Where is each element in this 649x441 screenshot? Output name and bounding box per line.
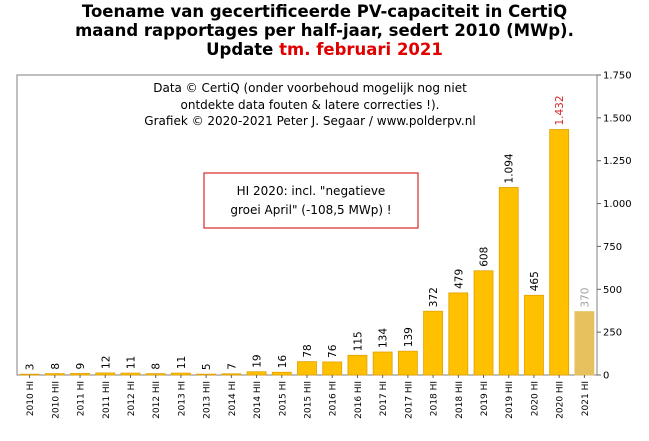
bar-value-label: 479 — [453, 269, 465, 289]
bar — [171, 372, 191, 376]
bar — [19, 373, 40, 376]
bar — [574, 311, 595, 376]
bar — [120, 372, 141, 376]
bar-value-label: 372 — [428, 287, 440, 307]
bar-value-label: 11 — [125, 356, 137, 369]
bar — [473, 270, 494, 376]
bar — [372, 351, 393, 376]
bar-value-label: 11 — [176, 356, 188, 369]
x-tick-label: 2010 HII — [51, 381, 61, 419]
x-tick-label: 2014 HII — [253, 381, 263, 419]
bar — [524, 294, 544, 376]
bar-value-label: 1.094 — [504, 153, 516, 183]
bar — [498, 187, 519, 376]
bar-value-label: 465 — [529, 271, 541, 291]
bar — [271, 371, 292, 376]
x-tick-label: 2015 HI — [278, 381, 288, 416]
bar-value-label: 370 — [579, 288, 591, 308]
bar — [70, 373, 90, 376]
x-tick-label: 2020 HII — [556, 381, 566, 419]
bar — [549, 129, 570, 376]
chart-title: Toename van gecertificeerde PV-capacitei… — [0, 2, 649, 59]
bar-value-label: 8 — [50, 363, 62, 370]
x-tick-label: 2015 HII — [304, 381, 314, 419]
bar-value-label: 139 — [403, 327, 415, 347]
bar-value-label: 115 — [352, 331, 364, 351]
note-line: HI 2020: incl. "negatieve — [237, 184, 386, 198]
bar — [322, 361, 343, 376]
x-tick-label: 2011 HII — [102, 381, 112, 419]
bar — [95, 372, 116, 376]
x-tick-label: 2016 HI — [329, 381, 339, 416]
bar — [423, 310, 443, 376]
bar-value-label: 78 — [302, 344, 314, 357]
bar-value-label: 1.432 — [554, 95, 566, 125]
x-tick-label: 2020 HI — [530, 381, 540, 416]
y-tick-label: 0 — [603, 371, 609, 382]
bar-value-label: 76 — [327, 344, 339, 358]
x-tick-label: 2021 HI — [581, 381, 591, 416]
x-tick-label: 2014 HI — [228, 381, 238, 416]
bar-value-label: 134 — [378, 328, 390, 348]
bar — [448, 292, 469, 376]
x-tick-label: 2011 HI — [77, 381, 87, 416]
title-update-period: tm. februari 2021 — [279, 40, 443, 59]
note-box — [203, 172, 419, 229]
x-tick-label: 2018 HI — [430, 381, 440, 416]
x-tick-label: 2012 HI — [127, 381, 137, 416]
bar — [44, 373, 65, 376]
x-tick-label: 2017 HI — [379, 381, 389, 416]
y-tick-label: 750 — [603, 242, 622, 253]
x-tick-label: 2019 HI — [480, 381, 490, 416]
bar — [347, 354, 368, 376]
bar — [246, 371, 267, 376]
title-line-3-prefix: Update — [206, 40, 280, 59]
y-tick-label: 250 — [603, 328, 622, 339]
bar-value-label: 7 — [226, 363, 238, 370]
y-tick-label: 1.750 — [603, 71, 632, 82]
x-tick-label: 2017 HII — [404, 381, 414, 419]
bar — [221, 373, 242, 376]
bar — [196, 373, 217, 376]
y-tick-label: 1.250 — [603, 156, 632, 167]
x-tick-label: 2010 HI — [26, 381, 36, 416]
credits-line: Grafiek © 2020-2021 Peter J. Segaar / ww… — [144, 114, 475, 128]
x-tick-label: 2013 HI — [177, 381, 187, 416]
x-tick-label: 2012 HII — [152, 381, 162, 419]
bar-value-label: 608 — [479, 247, 491, 267]
credits-line: Data © CertiQ (onder voorbehoud mogelijk… — [153, 81, 467, 95]
bar-value-label: 9 — [75, 363, 87, 370]
bar-value-label: 8 — [151, 363, 163, 370]
y-tick-label: 1.000 — [603, 199, 632, 210]
x-tick-label: 2019 HII — [505, 381, 515, 419]
bar-value-label: 3 — [25, 364, 37, 371]
bar — [397, 350, 418, 376]
bar-value-label: 16 — [277, 355, 289, 369]
bar — [297, 361, 317, 376]
bar — [145, 373, 166, 376]
title-line-1: Toename van gecertificeerde PV-capacitei… — [81, 2, 568, 21]
bar-value-label: 12 — [100, 356, 112, 369]
y-tick-label: 500 — [603, 285, 622, 296]
title-line-2: maand rapportages per half-jaar, sedert … — [75, 21, 574, 40]
y-tick-label: 1.500 — [603, 113, 632, 124]
bar-value-label: 5 — [201, 363, 213, 370]
bar-value-label: 19 — [252, 354, 264, 367]
x-tick-label: 2016 HII — [354, 381, 364, 419]
title-line-3: Update tm. februari 2021 — [0, 40, 649, 59]
credits-line: ontdekte data fouten & latere correcties… — [181, 98, 440, 112]
note-line: groei April" (-108,5 MWp) ! — [230, 203, 391, 217]
x-tick-label: 2013 HII — [203, 381, 213, 419]
x-tick-label: 2018 HII — [455, 381, 465, 419]
